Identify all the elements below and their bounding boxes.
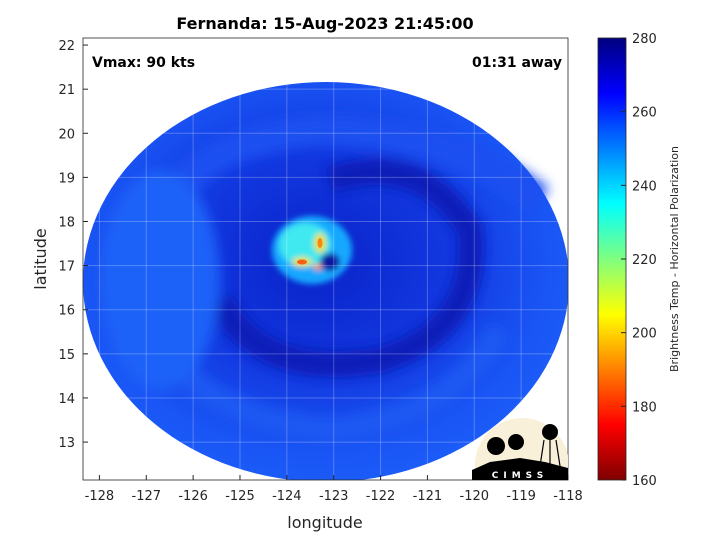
grid-lines [83, 38, 568, 480]
y-ticks: 13 14 15 16 17 18 19 20 21 22 [58, 39, 88, 451]
y-tick-label: 22 [58, 39, 75, 54]
y-tick-label: 15 [58, 348, 75, 363]
axes-box [82, 37, 569, 481]
colorbar-tick-label: 260 [632, 106, 657, 121]
y-tick-label: 20 [58, 127, 75, 142]
logo-text: CIMSS [492, 471, 548, 481]
y-axis-label: latitude [31, 228, 50, 289]
x-tick-label: -126 [178, 489, 208, 504]
x-tick-label: -127 [132, 489, 162, 504]
colorbar-tick-label: 240 [632, 179, 657, 194]
x-tick-label: -118 [553, 489, 583, 504]
x-axis-label: longitude [287, 513, 362, 532]
x-tick-label: -122 [366, 489, 396, 504]
y-tick-label: 16 [58, 304, 75, 319]
colorbar-tick-label: 280 [632, 32, 657, 47]
x-tick-label: -119 [506, 489, 536, 504]
colorbar-label: Brightness Temp - Horizontal Polarizatio… [668, 146, 681, 372]
satellite-image [83, 82, 568, 480]
x-ticks: -128 -127 -126 -125 -124 -123 -122 -121 -120 -119… [85, 475, 583, 504]
x-tick-label: -120 [460, 489, 490, 504]
y-tick-label: 19 [58, 171, 75, 186]
y-tick-label: 21 [58, 83, 75, 98]
x-tick-label: -124 [272, 489, 302, 504]
colorbar-tick-label: 160 [632, 474, 657, 489]
time-away-label: 01:31 away [472, 55, 562, 71]
y-tick-label: 17 [58, 260, 75, 275]
x-tick-label: -123 [319, 489, 349, 504]
y-tick-label: 14 [58, 392, 75, 407]
y-tick-label: 13 [58, 436, 75, 451]
x-tick-label: -121 [413, 489, 443, 504]
colorbar-tick-label: 200 [632, 327, 657, 342]
cimss-logo: CIMSS [472, 418, 568, 481]
x-tick-label: -128 [85, 489, 115, 504]
y-tick-label: 18 [58, 216, 75, 231]
x-tick-label: -125 [225, 489, 255, 504]
chart-title: Fernanda: 15-Aug-2023 21:45:00 [176, 14, 473, 33]
storm-eye [272, 216, 352, 284]
colorbar-tick-label: 180 [632, 400, 657, 415]
vmax-label: Vmax: 90 kts [92, 55, 195, 71]
colorbar-tick-label: 220 [632, 253, 657, 268]
colorbar-ticks: 280 260 240 220 200 180 160 [621, 32, 657, 489]
